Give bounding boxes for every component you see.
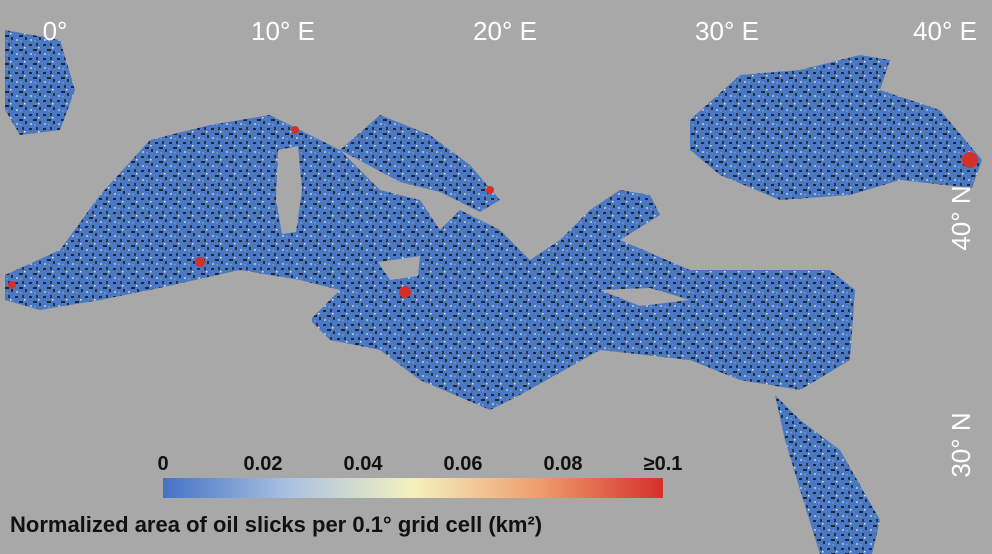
colorbar-tick-label: 0.02 xyxy=(244,453,283,475)
colorbar-tick-label: 0.04 xyxy=(344,453,384,475)
colorbar xyxy=(163,478,663,498)
legend-title: Normalized area of oil slicks per 0.1° g… xyxy=(10,512,542,537)
colorbar-tick-label: 0.08 xyxy=(544,453,583,475)
longitude-label: 0° xyxy=(43,16,68,46)
longitude-label: 20° E xyxy=(473,16,537,46)
longitude-label: 30° E xyxy=(695,16,759,46)
latitude-label: 30° N xyxy=(946,412,976,477)
longitude-label: 10° E xyxy=(251,16,315,46)
latitude-label: 40° N xyxy=(946,185,976,250)
longitude-label: 40° E xyxy=(913,16,977,46)
colorbar-tick-label: ≥0.1 xyxy=(644,453,683,475)
colorbar-tick-label: 0 xyxy=(157,453,168,475)
latitude-labels: 40° N 30° N xyxy=(946,185,976,477)
colorbar-tick-label: 0.06 xyxy=(444,453,483,475)
islands xyxy=(276,146,690,306)
longitude-labels: 0° 10° E 20° E 30° E 40° E xyxy=(43,16,977,46)
sea xyxy=(5,30,982,554)
hotspots xyxy=(8,126,978,298)
